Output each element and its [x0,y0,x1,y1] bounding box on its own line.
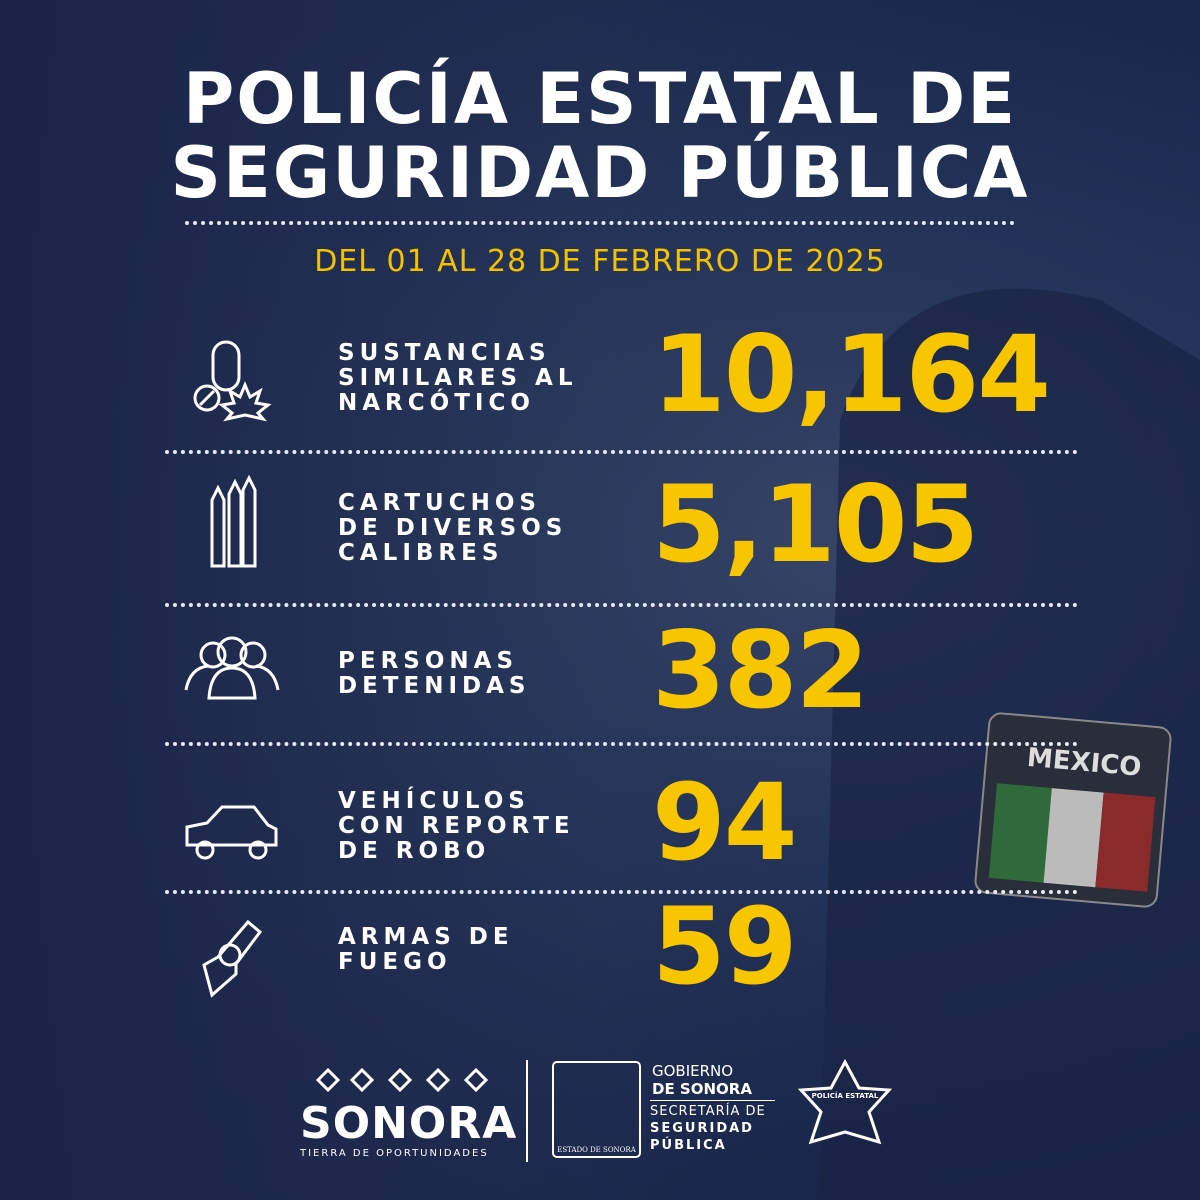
item-label: VEHÍCULOS [338,787,530,814]
divider [165,450,1078,454]
gov-line: GOBIERNO [652,1062,734,1080]
item-value: 382 [652,609,869,732]
item-label: DE DIVERSOS [338,514,568,541]
item-label: DE ROBO [338,837,491,864]
item-label: CALIBRES [338,539,504,566]
gov-line: DE SONORA [652,1080,752,1098]
item-value: 94 [652,761,798,884]
sec-line: SECRETARÍA DE [650,1104,766,1119]
title-line: SEGURIDAD PÚBLICA [170,132,1030,214]
item-label: SIMILARES AL [338,364,578,391]
item-value: 59 [652,885,798,1008]
item-label: PERSONAS [338,648,519,674]
subtitle: DEL 01 AL 28 DE FEBRERO DE 2025 [314,244,886,279]
title-line: POLICÍA ESTATAL DE [182,58,1018,140]
divider [165,890,1078,894]
divider [165,742,1078,746]
secretaria: SECRETARÍA DE SEGURIDAD PÚBLICA [650,1100,775,1154]
divider [185,221,1015,225]
item-value: 10,164 [652,313,1051,436]
sonora-logo: SONORA [300,1098,518,1149]
item-value: 5,105 [652,463,979,586]
badge-text: POLICÍA ESTATAL [811,1092,879,1100]
item-label: ARMAS DE [338,924,514,950]
item-label: FUEGO [338,949,452,975]
sec-line: PÚBLICA [650,1138,727,1153]
gov-text: GOBIERNO DE SONORA [652,1062,752,1098]
crest-text: ESTADO DE SONORA [557,1146,636,1154]
item-label: DETENIDAS [338,673,531,699]
item-label: CON REPORTE [338,812,575,839]
divider [165,603,1078,607]
item-label: NARCÓTICO [338,389,535,416]
sec-line: SEGURIDAD [650,1121,754,1136]
item-label: CARTUCHOS [338,489,541,516]
item-label: SUSTANCIAS [338,339,551,366]
tagline: TIERRA DE OPORTUNIDADES [300,1148,489,1159]
